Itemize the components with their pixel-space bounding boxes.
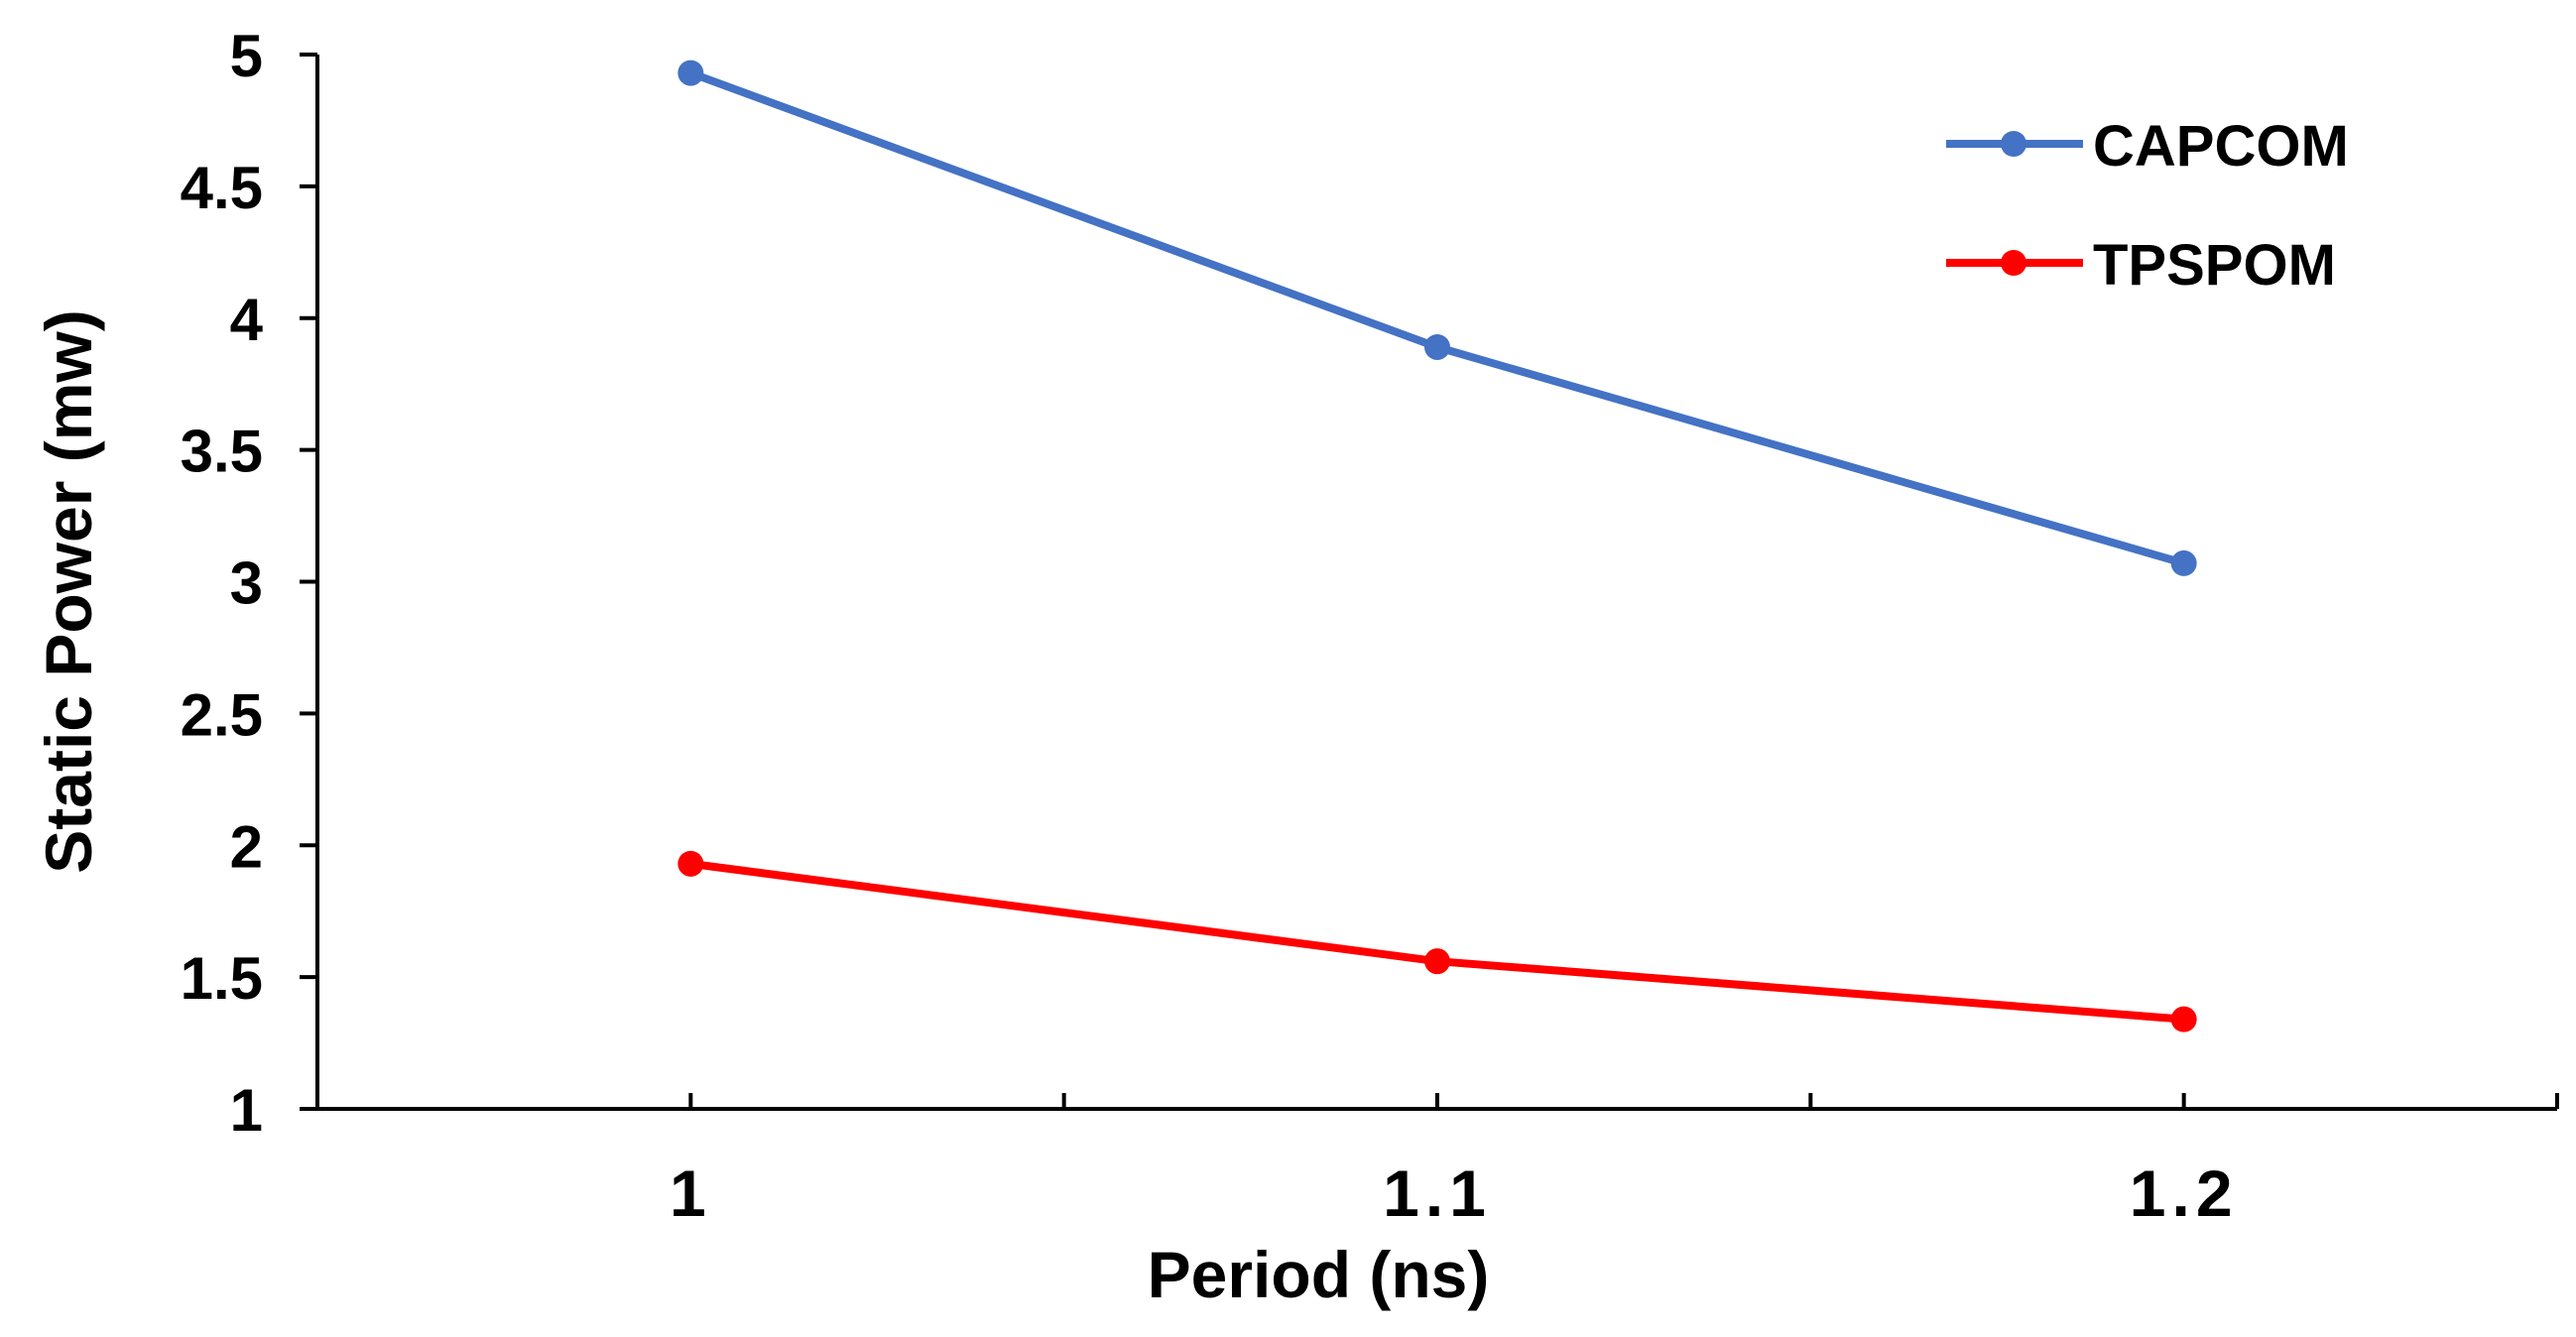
legend: CAPCOM TPSPOM	[1946, 114, 2349, 298]
series-layer	[677, 60, 2197, 1033]
y-tick-label: 4.5	[181, 155, 263, 221]
y-tick-label: 2.5	[181, 681, 263, 748]
x-axis-ticks: 1 1.1 1.2	[315, 1093, 2559, 1230]
series-tpspom	[677, 850, 2197, 1033]
data-point	[1424, 333, 1450, 360]
x-axis-title: Period (ns)	[1148, 1238, 1490, 1311]
data-point	[1424, 948, 1450, 975]
data-point	[2170, 1006, 2197, 1033]
y-tick-label: 1.5	[181, 945, 263, 1012]
data-point	[2170, 549, 2197, 576]
legend-item-tpspom: TPSPOM	[1946, 233, 2336, 298]
legend-marker	[2001, 131, 2026, 157]
y-tick-label: 3.5	[181, 419, 263, 485]
legend-label: CAPCOM	[2093, 114, 2349, 179]
y-axis-title: Static Power (mw)	[32, 309, 105, 873]
y-tick-label: 5	[230, 23, 263, 89]
y-tick-label: 3	[230, 550, 263, 617]
y-tick-label: 1	[230, 1077, 263, 1144]
data-point	[677, 850, 704, 877]
series-capcom	[677, 60, 2197, 576]
series-line	[689, 859, 2184, 1024]
y-tick-label: 4	[230, 287, 264, 353]
x-tick-label: 1	[670, 1156, 712, 1230]
y-tick-label: 2	[230, 813, 263, 880]
x-tick-label: 1.1	[1383, 1156, 1492, 1230]
y-axis-ticks: 1 1.5 2 2.5 3 3.5 4 4.5 5	[181, 23, 317, 1144]
legend-item-capcom: CAPCOM	[1946, 114, 2349, 179]
legend-label: TPSPOM	[2093, 233, 2336, 298]
data-point	[677, 60, 704, 86]
legend-marker	[2001, 250, 2026, 276]
x-tick-label: 1.2	[2130, 1156, 2239, 1230]
